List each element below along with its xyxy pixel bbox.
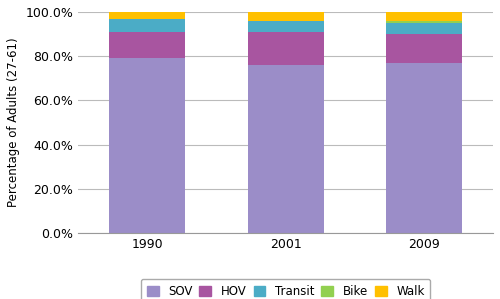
Bar — [386, 23, 462, 34]
Bar — [386, 12, 462, 21]
Bar — [386, 63, 462, 233]
Legend: SOV, HOV, Transit, Bike, Walk: SOV, HOV, Transit, Bike, Walk — [141, 279, 430, 299]
Bar — [110, 19, 186, 32]
Bar — [248, 12, 324, 21]
Bar — [110, 32, 186, 58]
Bar — [386, 21, 462, 23]
Bar — [110, 12, 186, 19]
Bar — [248, 32, 324, 65]
Y-axis label: Percentage of Adults (27-61): Percentage of Adults (27-61) — [7, 38, 20, 208]
Bar — [110, 58, 186, 233]
Bar — [386, 34, 462, 63]
Bar — [248, 21, 324, 32]
Bar — [248, 65, 324, 233]
